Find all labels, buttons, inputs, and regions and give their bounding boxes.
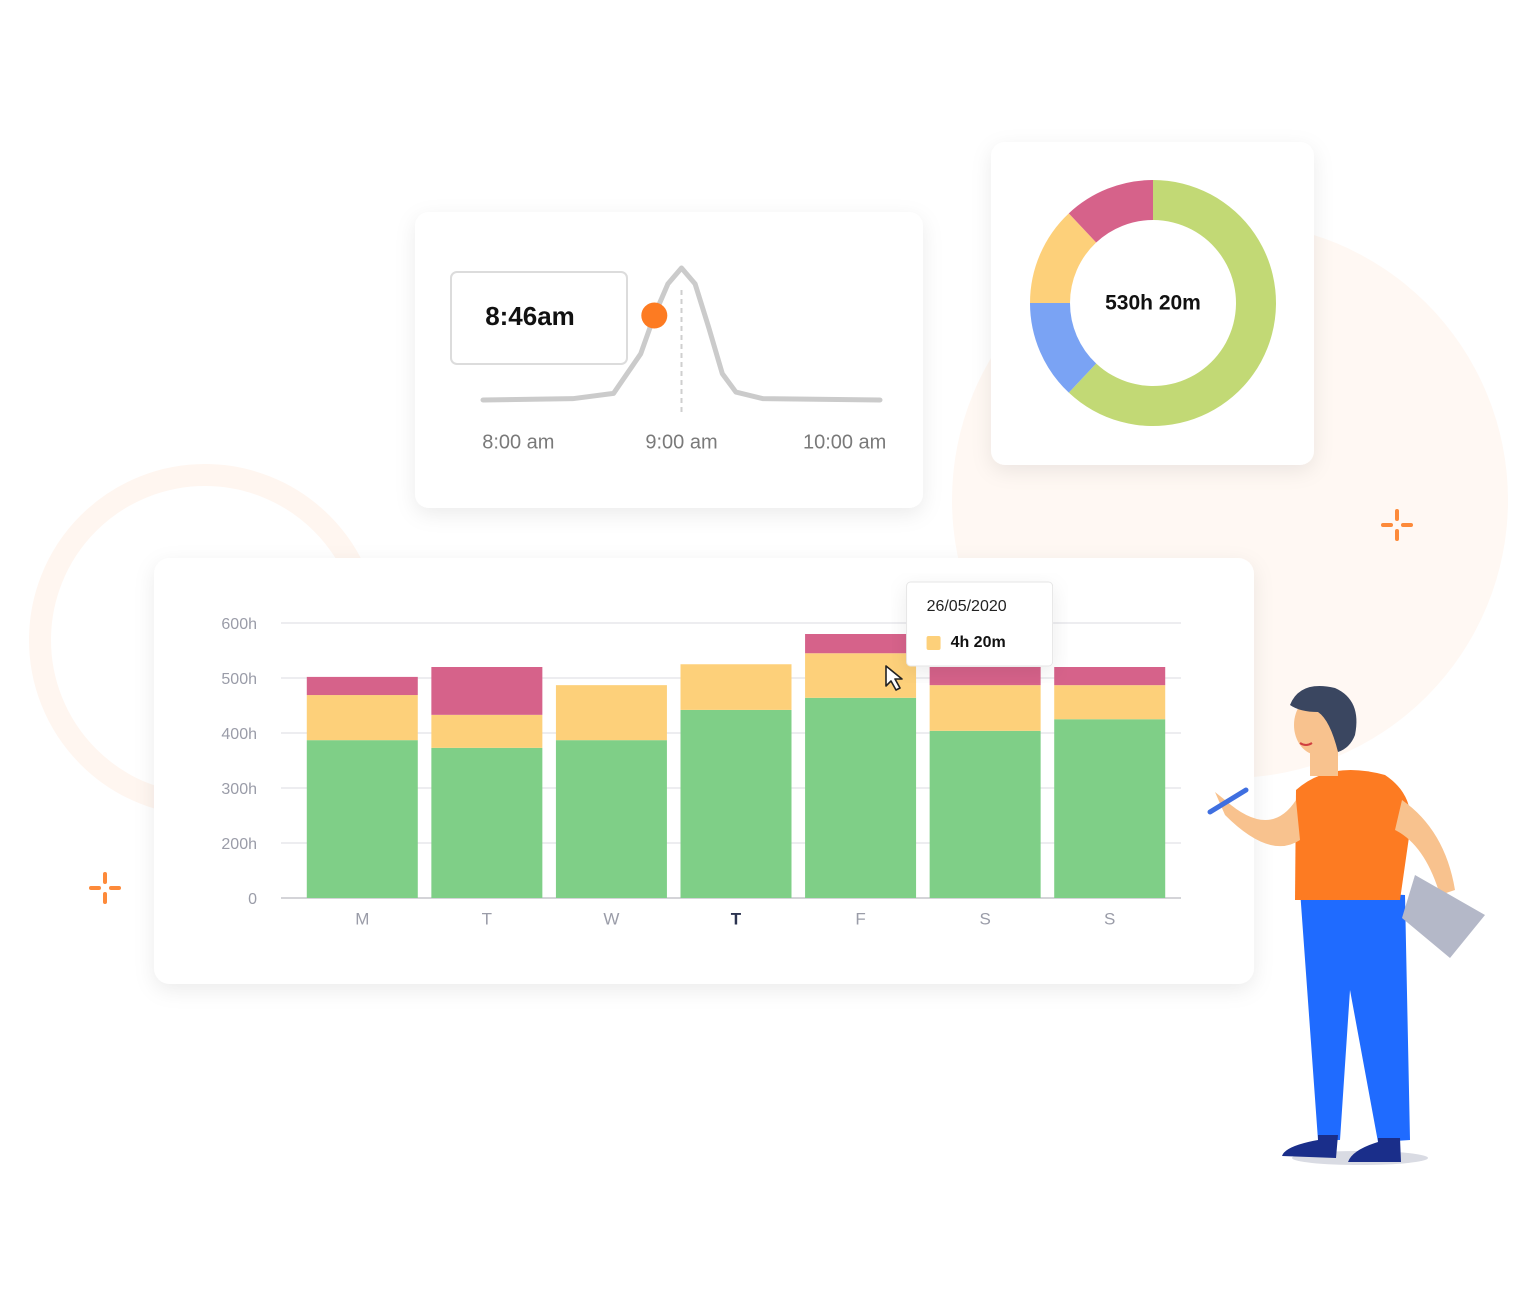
tooltip-title: 26/05/2020 (927, 598, 1007, 615)
bar-segment (680, 664, 792, 710)
bar-segment (555, 740, 667, 898)
sparkle (89, 509, 1413, 904)
bar-segment (680, 709, 792, 898)
cursor (885, 665, 903, 691)
donut-segment (1030, 213, 1097, 303)
bar-segment (306, 740, 418, 898)
y-tick-label: 500h (221, 671, 257, 688)
x-tick-label: S (979, 909, 990, 928)
bar-segment (431, 714, 543, 748)
donut-segment (1068, 180, 1153, 243)
x-tick-label: S (1104, 909, 1115, 928)
tooltip-box (906, 581, 1054, 667)
bar-segment (1054, 719, 1166, 898)
bar-segment (929, 685, 1041, 731)
bar-segment (555, 685, 667, 741)
bar-segment (431, 747, 543, 898)
x-tick-label: 10:00 am (803, 431, 886, 453)
annotation-label: 8:46am (485, 301, 575, 331)
charts: 8:00 am 9:00 am 10:00 am 8:46am 530h 20m 0 200… (221, 180, 1276, 928)
person (1207, 686, 1485, 1165)
bar-segment (805, 634, 917, 654)
y-tick-label: 300h (221, 781, 257, 798)
bar-segment (1054, 667, 1166, 686)
tooltip-swatch (926, 636, 941, 650)
y-tick-label: 200h (221, 836, 257, 853)
x-tick-label: 9:00 am (645, 431, 717, 453)
x-tick-label: F (855, 909, 865, 928)
marker (641, 302, 668, 329)
y-tick-label: 400h (221, 726, 257, 743)
donut-segment (1030, 303, 1097, 393)
x-tick-label: M (355, 909, 369, 928)
x-tick-label: 8:00 am (482, 431, 554, 453)
bar-segment (1054, 685, 1166, 720)
bar-segment (306, 695, 418, 741)
bar-segment (431, 667, 543, 715)
donut-center-label: 530h 20m (1105, 292, 1201, 315)
bar-segment (929, 667, 1041, 686)
x-tick-label: T (482, 909, 492, 928)
line-series (480, 265, 883, 403)
bar-segment (929, 730, 1041, 898)
x-tick-label: W (603, 909, 619, 928)
x-tick-label: T (731, 909, 742, 928)
y-tick-label: 600h (221, 616, 257, 633)
donut-segment (1068, 180, 1276, 427)
tooltip-label: 4h 20m (951, 634, 1006, 651)
y-tick-label: 0 (248, 891, 257, 908)
bar-segment (306, 676, 418, 696)
bar-segment (805, 697, 917, 898)
annotation-box (450, 271, 628, 365)
bar-segment (805, 653, 917, 698)
